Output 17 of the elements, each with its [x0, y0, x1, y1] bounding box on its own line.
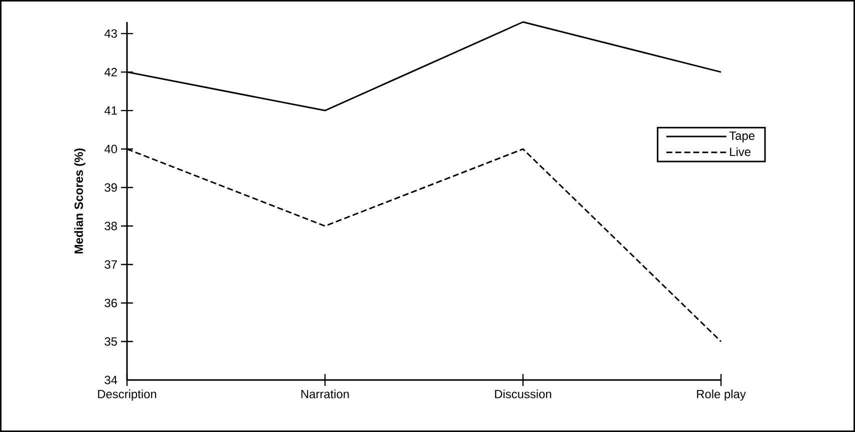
x-tick-label: Narration [301, 390, 349, 398]
y-tick-label: 41 [104, 106, 117, 115]
y-tick-label: 37 [104, 260, 117, 269]
y-tick-label: 40 [104, 144, 118, 154]
x-tick-label: Role play [697, 390, 746, 401]
x-tick-label: Discussion [495, 390, 552, 398]
y-tick-label: 34 [104, 376, 118, 384]
y-tick-label: 35 [104, 337, 117, 346]
y-axis-title: Median Scores (%) [74, 148, 86, 254]
y-tick-label: 39 [104, 183, 117, 192]
x-tick-label: Description [98, 390, 156, 401]
y-tick-label: 38 [104, 222, 117, 230]
text: Live [730, 147, 750, 156]
y-tick-label: 36 [104, 298, 117, 308]
y-tick-label: 43 [104, 29, 117, 38]
text: Tape [729, 132, 754, 142]
y-tick-label: 42 [104, 68, 117, 76]
